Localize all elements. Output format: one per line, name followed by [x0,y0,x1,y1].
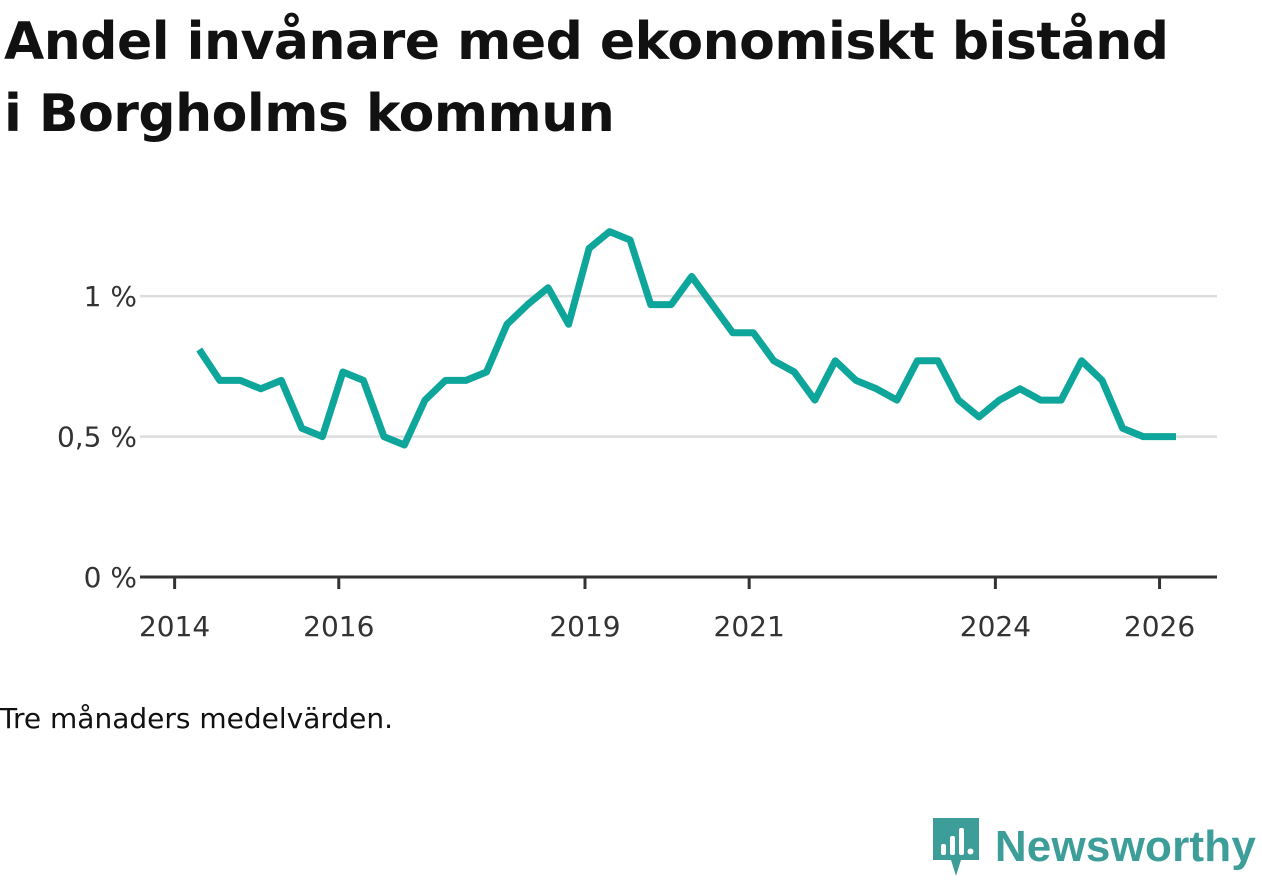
chart-title: Andel invånare med ekonomiskt bistånd i … [4,12,1169,144]
x-tick-label: 2019 [549,610,620,643]
x-tick-label: 2026 [1124,610,1195,643]
x-tick-label: 2014 [139,610,210,643]
y-axis-tick-labels: 0 % 0,5 % 1 % [57,280,137,594]
x-tick-label: 2021 [714,610,785,643]
y-tick-label: 1 % [84,280,137,313]
y-tick-label: 0,5 % [57,421,137,454]
series-line [196,228,1176,449]
x-tick-label: 2024 [960,610,1031,643]
gridlines [140,294,1217,438]
brand-name: Newsworthy [994,822,1256,871]
y-tick-label: 0 % [84,561,137,594]
x-tick-label: 2016 [303,610,374,643]
series-layer [196,228,1176,449]
chart-note: Tre månaders medelvärden. [0,702,394,735]
brand-logo: Newsworthy [931,814,1256,880]
newsworthy-logo-icon [932,818,979,876]
x-axis [140,575,1217,589]
x-axis-tick-labels: 2014 2016 2019 2021 2024 2026 [139,610,1195,643]
line-chart: 0 % 0,5 % 1 % 2014 2016 2019 2021 2024 2026 [57,228,1217,643]
